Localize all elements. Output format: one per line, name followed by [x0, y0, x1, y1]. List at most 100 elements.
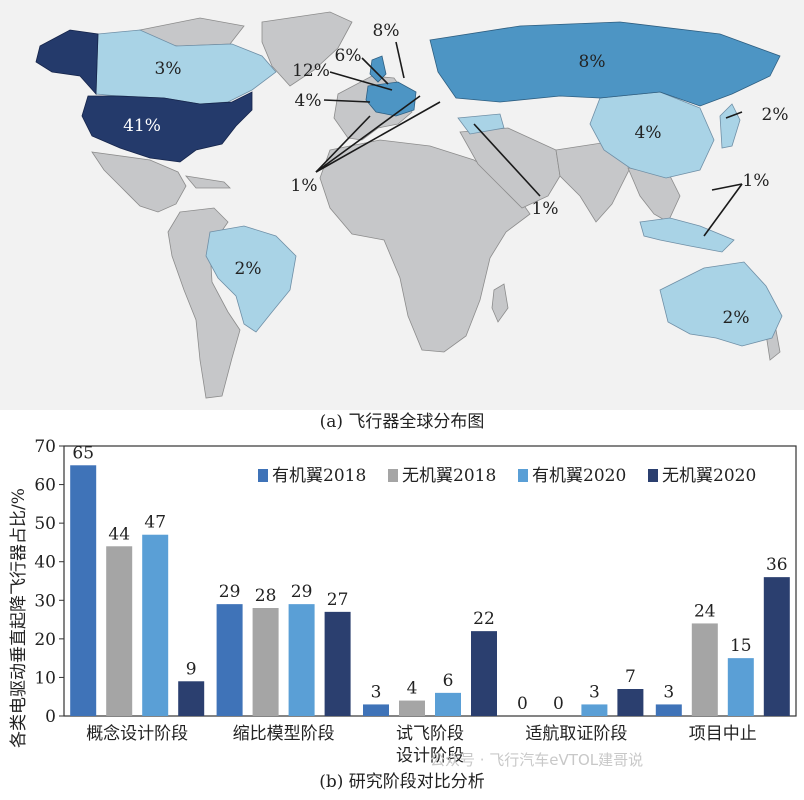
bar-value-label: 6 [443, 671, 454, 691]
y-tick-label: 30 [34, 591, 56, 611]
legend-label: 有机翼2018 [272, 466, 366, 486]
africa-shape [319, 139, 531, 353]
legend: 有机翼2018 无机翼2018 有机翼2020 无机翼2020 [258, 466, 756, 486]
mexico-shape [91, 151, 187, 213]
y-tick-label: 70 [34, 437, 56, 457]
bar [363, 704, 389, 716]
bar-chart: 0 10 20 30 40 50 60 70 65 44 47 9 29 28 29 27 3 4 6 22 0 0 3 7… [9, 437, 797, 766]
plot-border [63, 445, 797, 717]
bar [106, 546, 133, 716]
bar [435, 692, 461, 716]
map-caption: (a) 飞行器全球分布图 [319, 412, 485, 432]
legend-label: 无机翼2020 [662, 466, 756, 486]
y-axis-title: 各类电驱动垂直起降飞行器占比/% [9, 488, 29, 748]
map-label-se-asia: 1% [743, 171, 770, 191]
bar-value-label: 28 [255, 586, 277, 606]
bar-value-label: 15 [730, 636, 752, 656]
bar-value-label: 36 [766, 555, 788, 575]
world-map: 41% 3% 8% 4% 2% 2% 2% 8% 6% 12% 4% 1% 1%… [0, 0, 804, 410]
legend-item: 无机翼2020 [648, 466, 756, 486]
alaska-shape [35, 29, 99, 96]
bar [581, 704, 608, 716]
map-label-france: 12% [292, 61, 330, 81]
map-label-japan: 2% [762, 105, 789, 125]
map-label-russia: 8% [579, 52, 606, 72]
x-tick-label: 试飞阶段 [396, 724, 464, 744]
bar-value-label: 3 [663, 682, 674, 702]
map-label-usa: 41% [123, 116, 161, 136]
y-axis: 0 10 20 30 40 50 60 70 [34, 437, 64, 727]
legend-swatch [388, 469, 398, 482]
map-label-brazil: 2% [235, 259, 262, 279]
bar [617, 689, 644, 716]
chart-frame [63, 445, 797, 717]
australia-shape [659, 261, 783, 347]
map-label-canada: 3% [155, 59, 182, 79]
bar-value-label: 44 [108, 524, 130, 544]
bar-value-label: 29 [291, 582, 313, 602]
map-label-middle-east: 1% [532, 199, 559, 219]
bar [70, 465, 97, 716]
bar [727, 658, 754, 716]
bar-value-label: 4 [407, 679, 418, 699]
bar [471, 631, 497, 716]
y-tick-label: 20 [34, 630, 56, 650]
caribbean-shape [185, 175, 231, 189]
legend-item: 无机翼2018 [388, 466, 496, 486]
land-masses [91, 11, 781, 399]
legend-label: 有机翼2020 [532, 466, 626, 486]
brazil-shape [205, 225, 297, 333]
legend-swatch [648, 469, 658, 482]
map-label-uk: 6% [335, 46, 362, 66]
x-tick-label: 适航取证阶段 [525, 724, 627, 744]
legend-swatch [518, 469, 528, 482]
se-asia-islands-shape [639, 217, 735, 253]
china-shape [589, 91, 715, 179]
bar-value-label: 9 [186, 659, 197, 679]
bar-value-label: 7 [625, 667, 636, 687]
map-label-germany: 8% [373, 21, 400, 41]
bar [324, 611, 351, 716]
bar-value-label: 47 [144, 513, 166, 533]
bar [252, 608, 279, 716]
bar [763, 577, 790, 716]
bar-value-label: 29 [219, 582, 241, 602]
bar-value-label: 27 [327, 590, 349, 610]
world-map-panel: 41% 3% 8% 4% 2% 2% 2% 8% 6% 12% 4% 1% 1%… [0, 0, 804, 410]
bar [216, 604, 243, 716]
legend-label: 无机翼2018 [402, 466, 496, 486]
dark-countries [35, 29, 253, 163]
bar-value-label: 3 [371, 682, 382, 702]
bar [399, 700, 425, 716]
greenland-shape [261, 11, 353, 87]
y-tick-label: 0 [45, 707, 56, 727]
map-label-europe-small: 1% [291, 176, 318, 196]
bar [142, 534, 169, 716]
middle-east-shape [459, 127, 561, 209]
bar [178, 681, 205, 716]
bar [691, 623, 718, 716]
map-label-china: 4% [635, 123, 662, 143]
x-tick-label: 项目中止 [689, 724, 757, 744]
map-labels: 41% 3% 8% 4% 2% 2% 2% 8% 6% 12% 4% 1% 1%… [123, 21, 788, 328]
bar-value-label: 0 [517, 694, 528, 714]
bar-value-label: 65 [72, 443, 94, 463]
legend-item: 有机翼2020 [518, 466, 626, 486]
bar-value-label: 24 [694, 601, 716, 621]
bar [288, 604, 315, 716]
x-tick-label: 概念设计阶段 [86, 723, 188, 744]
chart-caption: (b) 研究阶段对比分析 [319, 772, 485, 792]
y-tick-label: 10 [34, 668, 56, 688]
bar-value-label: 22 [473, 609, 495, 629]
legend-item: 有机翼2018 [258, 466, 366, 486]
usa-shape [81, 91, 253, 163]
map-label-spain: 4% [295, 91, 322, 111]
legend-swatch [258, 469, 268, 482]
russia-shape [429, 21, 781, 107]
y-tick-label: 50 [34, 514, 56, 534]
bars: 65 44 47 9 29 28 29 27 3 4 6 22 0 0 3 7 3 24 15 36 [70, 443, 790, 716]
x-tick-label: 设计阶段 [396, 746, 464, 766]
bar-value-label: 3 [589, 682, 600, 702]
map-label-australia: 2% [723, 308, 750, 328]
